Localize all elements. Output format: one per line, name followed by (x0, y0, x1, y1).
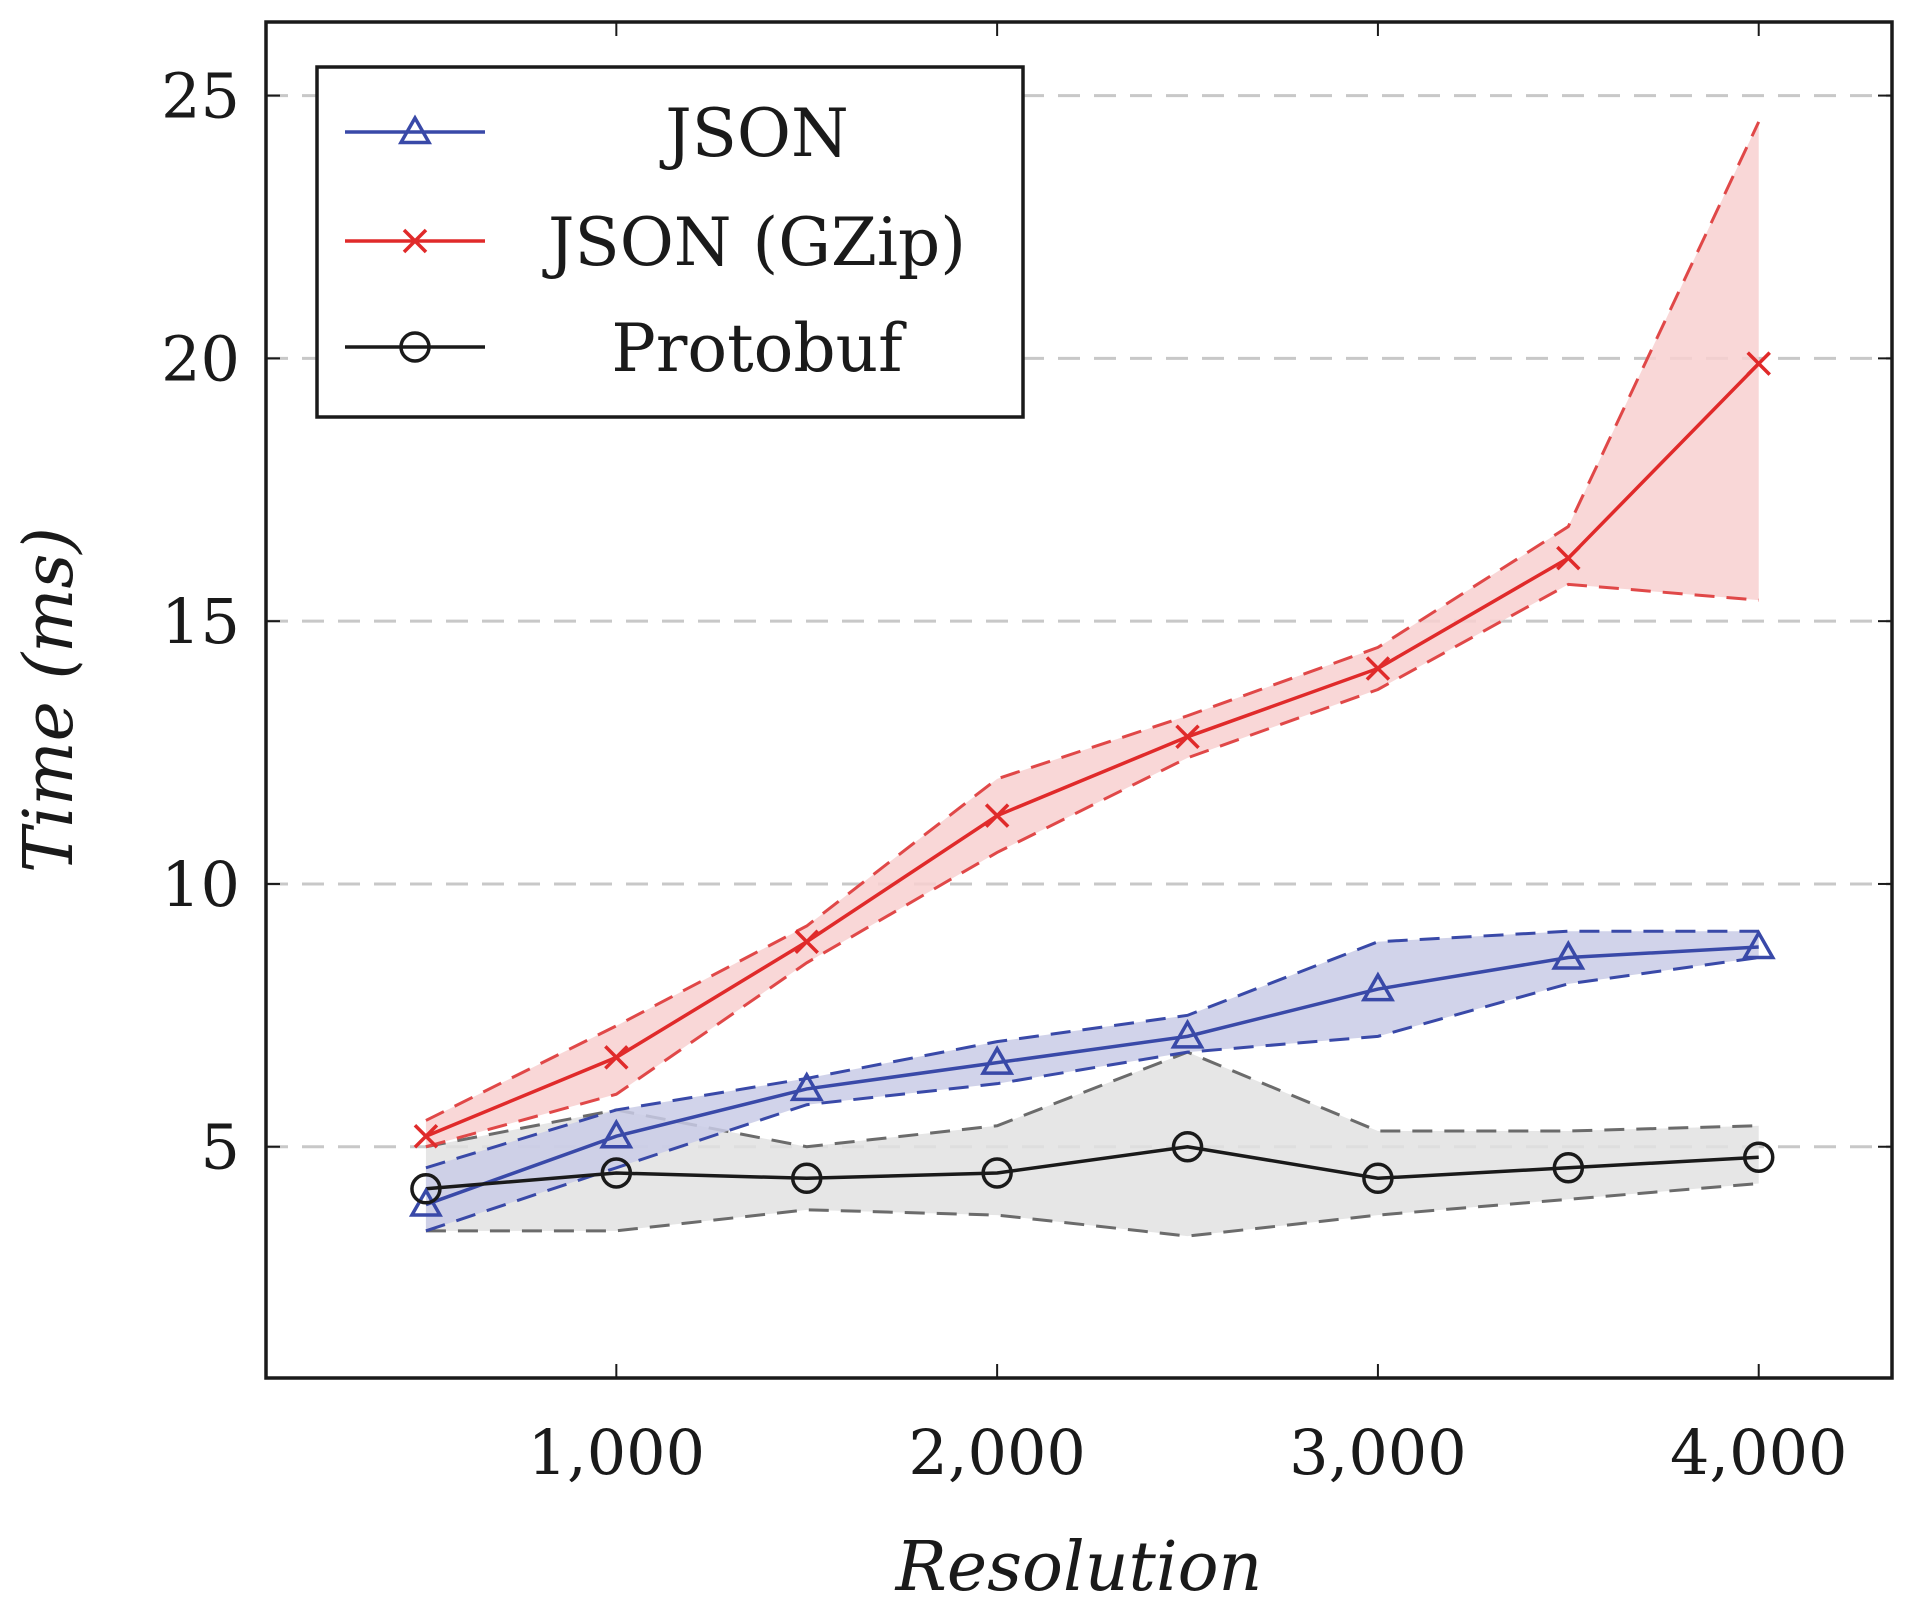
y-tick-label: 10 (161, 848, 240, 921)
marker-stroke (1746, 351, 1771, 376)
legend-label-json-gzip: JSON (GZip) (542, 204, 966, 281)
marker-stroke (1175, 724, 1200, 750)
point-json-gzip (1556, 545, 1581, 571)
y-tick-label: 15 (161, 585, 240, 658)
legend: JSON JSON (GZip) Protobuf (315, 65, 1025, 419)
band-lower-edge (425, 956, 1759, 1233)
point-json-gzip (794, 929, 819, 955)
y-tick-label: 5 (201, 1111, 240, 1184)
x-tick-label: 2,000 (908, 1416, 1086, 1489)
point-json (1360, 971, 1395, 1002)
legend-marker-protobuf (399, 331, 431, 363)
marker-stroke (413, 1123, 439, 1149)
marker-stroke (604, 1045, 629, 1070)
point-protobuf (790, 1162, 823, 1195)
point-json-gzip (1175, 724, 1200, 750)
confidence-bands (425, 121, 1761, 1238)
marker-stroke (794, 929, 819, 955)
point-protobuf (1362, 1162, 1394, 1195)
line-json (425, 945, 1759, 1207)
point-protobuf (981, 1157, 1013, 1189)
legend-marker-json-gzip (402, 228, 428, 254)
band-upper-edge (425, 929, 1759, 1170)
y-tick-label: 25 (161, 60, 240, 133)
point-json (599, 1118, 634, 1149)
marker-stroke (402, 228, 428, 254)
point-protobuf (1742, 1141, 1775, 1174)
marker-stroke (1556, 545, 1581, 571)
point-json (789, 1071, 824, 1102)
line-protobuf (425, 1144, 1759, 1191)
band-protobuf (425, 1052, 1759, 1237)
point-json-gzip (984, 803, 1010, 828)
plot-frame (264, 20, 1894, 1380)
series-lines (425, 362, 1760, 1207)
legend-label-protobuf: Protobuf (611, 310, 907, 387)
point-json (980, 1045, 1015, 1075)
y-tick-label: 20 (161, 322, 240, 395)
point-protobuf (410, 1173, 442, 1205)
point-json-gzip (1746, 351, 1771, 376)
point-protobuf (1171, 1130, 1204, 1163)
line-json-gzip (425, 362, 1760, 1138)
legend-marker-json (397, 114, 433, 145)
point-json-gzip (1365, 656, 1391, 681)
x-tick-label: 1,000 (528, 1416, 706, 1489)
legend-label-json: JSON (659, 95, 849, 172)
point-protobuf (1552, 1152, 1585, 1184)
point-protobuf (600, 1157, 633, 1189)
axes: 5 10 15 20 25 1,000 2,000 3,000 4,000 Resolution T… (10, 20, 1894, 1607)
point-json-gzip (413, 1123, 439, 1149)
x-axis-title: Resolution (894, 1528, 1263, 1607)
point-json (1170, 1018, 1205, 1049)
y-axis-title: Time (ms) (10, 527, 89, 873)
point-json (1741, 929, 1776, 960)
marker-stroke (1365, 656, 1391, 681)
band-lower-edge (425, 582, 1759, 1149)
point-json-gzip (604, 1045, 629, 1070)
series-markers (408, 351, 1776, 1217)
band-json (425, 931, 1759, 1231)
x-tick-label: 3,000 (1289, 1416, 1467, 1489)
band-upper-edge (425, 121, 1761, 1122)
x-tick-label: 4,000 (1670, 1416, 1848, 1489)
point-json (1551, 940, 1586, 970)
marker-stroke (984, 803, 1010, 828)
